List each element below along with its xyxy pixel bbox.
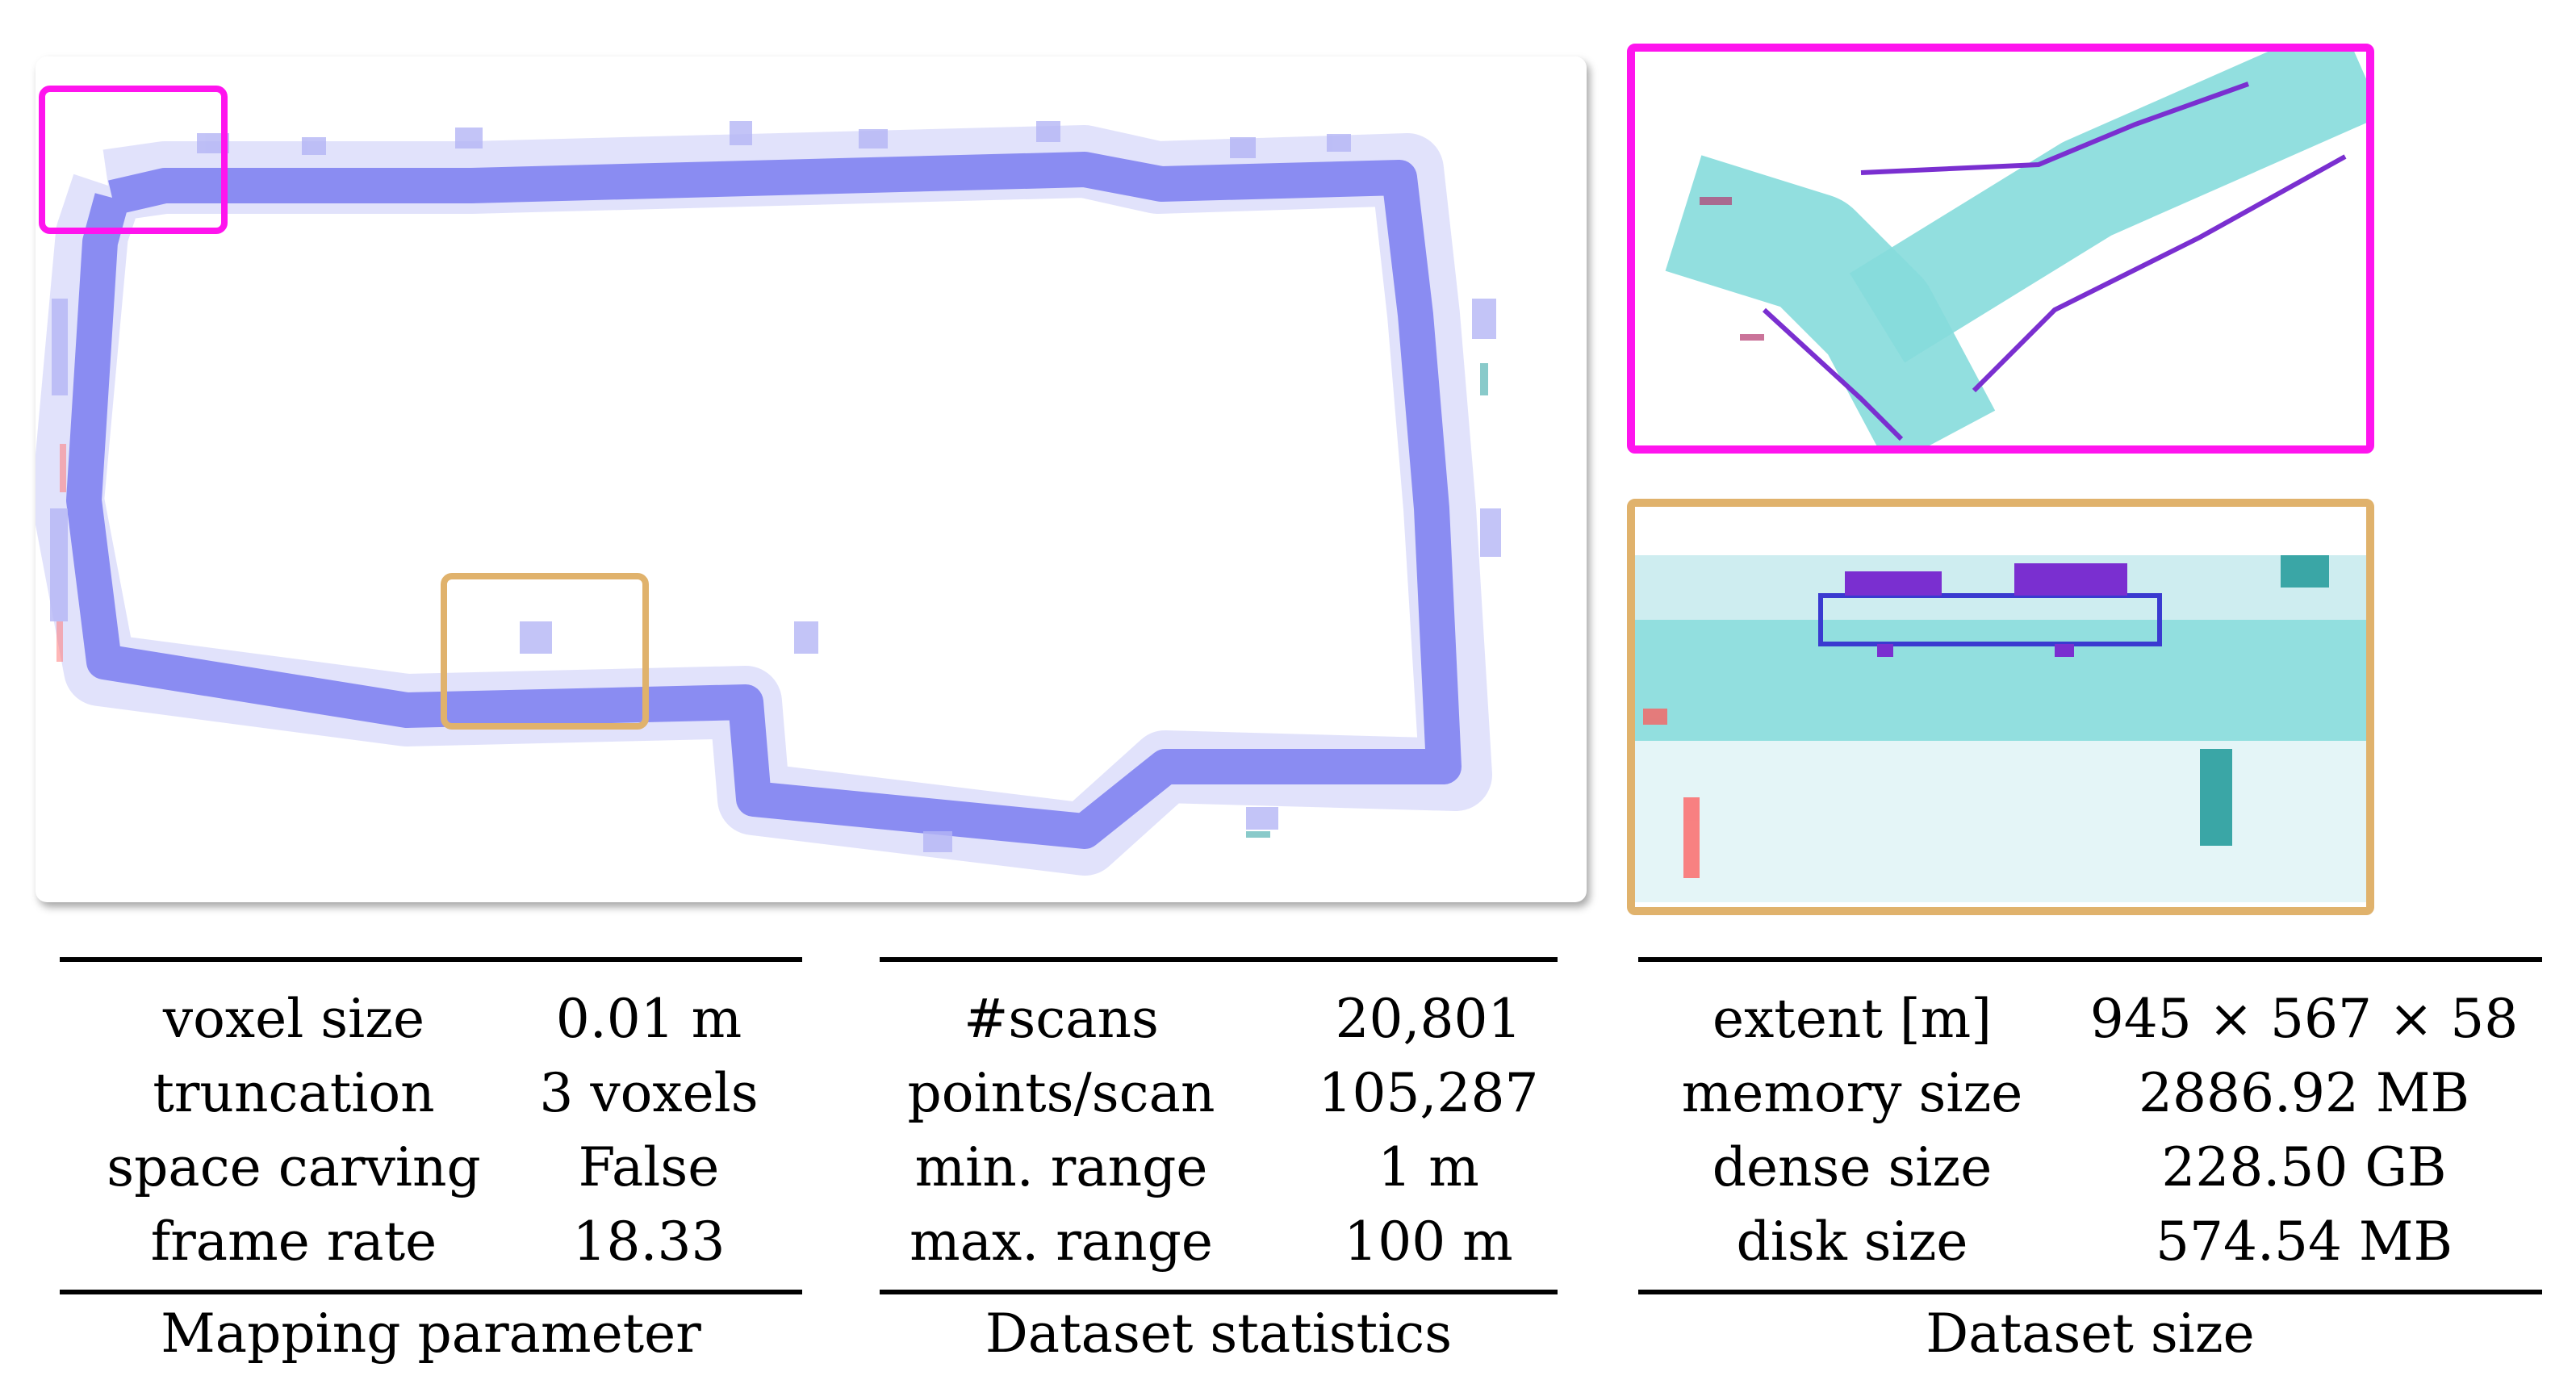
- row-label: points/scan: [907, 1062, 1215, 1124]
- overview-map: [36, 56, 1587, 902]
- table-caption: Dataset size: [1926, 1303, 2255, 1365]
- row-value: 105,287: [1318, 1062, 1539, 1124]
- row-value: 18.33: [572, 1211, 726, 1273]
- row-value: 1 m: [1378, 1136, 1479, 1198]
- inset-street-graphic: [1635, 555, 2366, 902]
- zoom-inset-corner: [1627, 44, 2374, 454]
- highlight-box-magenta: [39, 86, 228, 234]
- row-value: 574.54 MB: [2156, 1211, 2453, 1273]
- bottom-rule: [60, 1290, 802, 1294]
- row-value: 2886.92 MB: [2139, 1062, 2469, 1124]
- row-value: 945 × 567 × 58: [2089, 988, 2519, 1050]
- row-label: extent [m]: [1712, 988, 1992, 1050]
- bottom-rule: [1638, 1290, 2542, 1294]
- row-value: 100 m: [1344, 1211, 1513, 1273]
- row-label: min. range: [914, 1136, 1208, 1198]
- row-label: frame rate: [150, 1211, 437, 1273]
- highlight-box-orange: [441, 573, 649, 730]
- zoom-inset-street: [1627, 499, 2374, 915]
- top-rule: [880, 957, 1558, 962]
- row-label: truncation: [153, 1062, 435, 1124]
- row-value: 0.01 m: [555, 988, 742, 1050]
- trajectory-path: [66, 152, 1462, 849]
- row-label: memory size: [1681, 1062, 2023, 1124]
- row-label: voxel size: [162, 988, 425, 1050]
- row-label: disk size: [1736, 1211, 1968, 1273]
- inset-corner-graphic: [1665, 52, 2366, 445]
- table-caption: Mapping parameter: [161, 1303, 701, 1365]
- row-label: max. range: [910, 1211, 1213, 1273]
- row-value: False: [578, 1136, 720, 1198]
- row-value: 20,801: [1335, 988, 1522, 1050]
- row-label: space carving: [107, 1136, 481, 1198]
- bottom-rule: [880, 1290, 1558, 1294]
- row-label: #scans: [964, 988, 1159, 1050]
- top-rule: [1638, 957, 2542, 962]
- row-label: dense size: [1712, 1136, 1993, 1198]
- table-caption: Dataset statistics: [985, 1303, 1453, 1365]
- row-value: 228.50 GB: [2161, 1136, 2447, 1198]
- row-value: 3 voxels: [539, 1062, 759, 1124]
- map-trajectory-graphic: [36, 86, 1501, 876]
- top-rule: [60, 957, 802, 962]
